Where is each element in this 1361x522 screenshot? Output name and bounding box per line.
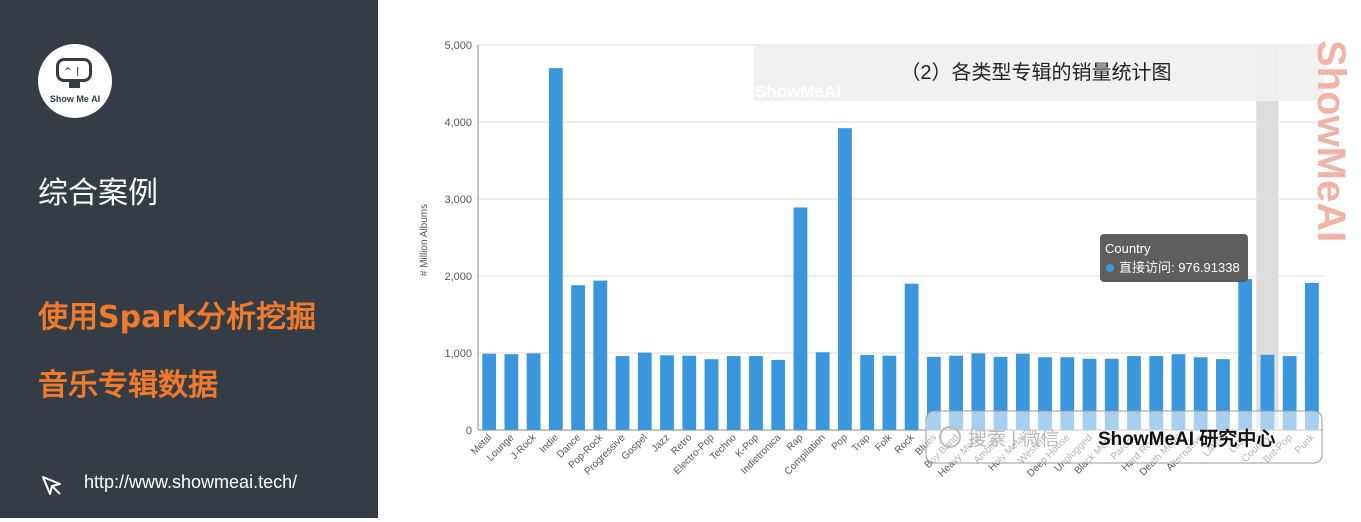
robot-face-icon: ^ | [56,58,92,82]
tooltip-category: Country [1105,241,1151,256]
bar-indietronica[interactable] [771,359,786,430]
bar-rap[interactable] [793,207,808,430]
logo-text: Show Me AI [49,94,101,104]
bar-layer [482,68,1319,430]
tooltip-separator: : [1171,260,1178,275]
bar-retro[interactable] [682,355,697,430]
tooltip-series-label: 直接访问 [1119,260,1171,275]
y-axis-title: # Million Albums [419,204,430,276]
hover-highlight-band [1256,45,1279,430]
x-tick-label: Trap [850,432,872,454]
bar-punk[interactable] [1304,282,1319,430]
y-tick-label: 1,000 [444,348,472,360]
sidebar: ^ | Show Me AI 综合案例 使用Spark分析挖掘 音乐专辑数据 h… [0,0,378,518]
section-title: 综合案例 [38,176,158,211]
x-tick-label: Folk [873,432,895,454]
topic-title-line-1: 使用Spark分析挖掘 [38,300,317,335]
footer-brand-box: 搜索 | 微信 ShowMeAI 研究中心 [925,410,1323,464]
logo-stand [69,82,80,88]
y-tick-label: 5,000 [444,40,472,52]
bar-k-pop[interactable] [749,356,763,430]
tooltip-value: 976.91338 [1178,260,1239,275]
watermark-small: ShowMeAI [755,82,841,101]
bar-indie[interactable] [548,68,563,430]
bar-lounge[interactable] [504,354,519,430]
showmeai-logo: ^ | Show Me AI [38,44,112,118]
bar-latin[interactable] [1238,279,1253,430]
y-tick-label: 3,000 [444,194,472,206]
bar-folk[interactable] [882,355,897,430]
x-tick-label: Rock [893,432,918,457]
cursor-click-icon [42,476,61,495]
tick-layer: 0 1,000 2,000 3,000 4,000 5,000 [444,40,479,437]
y-tick-label: 0 [466,425,472,437]
y-tick-label: 2,000 [444,271,472,283]
bar-compilation[interactable] [815,352,830,430]
bar-metal[interactable] [482,353,497,430]
bar-rock[interactable] [904,283,919,430]
x-tick-label: Jazz [650,432,672,454]
bar-jazz[interactable] [660,355,674,430]
x-tick-label: Compilation [783,432,828,477]
bar-techno[interactable] [726,356,741,430]
bar-electro-pop[interactable] [704,359,719,430]
bar-trap[interactable] [860,354,875,430]
topic-title-line-2: 音乐专辑数据 [38,368,218,403]
bar-pop[interactable] [838,128,852,430]
bar-dance[interactable] [571,285,585,430]
x-tick-label: J-Rock [509,432,539,462]
footer-brand-text: ShowMeAI 研究中心 [1098,427,1275,450]
watermark-vertical: ShowMeAI [1309,40,1353,242]
tooltip: Country 直接访问: 976.91338 [1100,234,1248,282]
x-tick-label: Pop [830,432,851,453]
bar-pop-rock[interactable] [593,280,608,430]
chart-title: （2）各类型专辑的销量统计图 [900,61,1171,84]
bar-j-rock[interactable] [526,353,541,430]
bar-progressive[interactable] [615,356,630,430]
title-banner [754,45,1324,101]
website-link[interactable]: http://www.showmeai.tech/ [84,472,298,492]
svg-text:直接访问: 976.91338: 直接访问: 976.91338 [1119,260,1240,275]
tooltip-series-dot [1106,264,1114,272]
footer-faded-text: 搜索 | 微信 [968,428,1060,450]
y-tick-label: 4,000 [444,117,472,129]
wechat-icon [939,426,961,448]
bar-gospel[interactable] [637,352,652,430]
chart-panel: 0 1,000 2,000 3,000 4,000 5,000 Metal Lounge J-… [378,0,1361,518]
